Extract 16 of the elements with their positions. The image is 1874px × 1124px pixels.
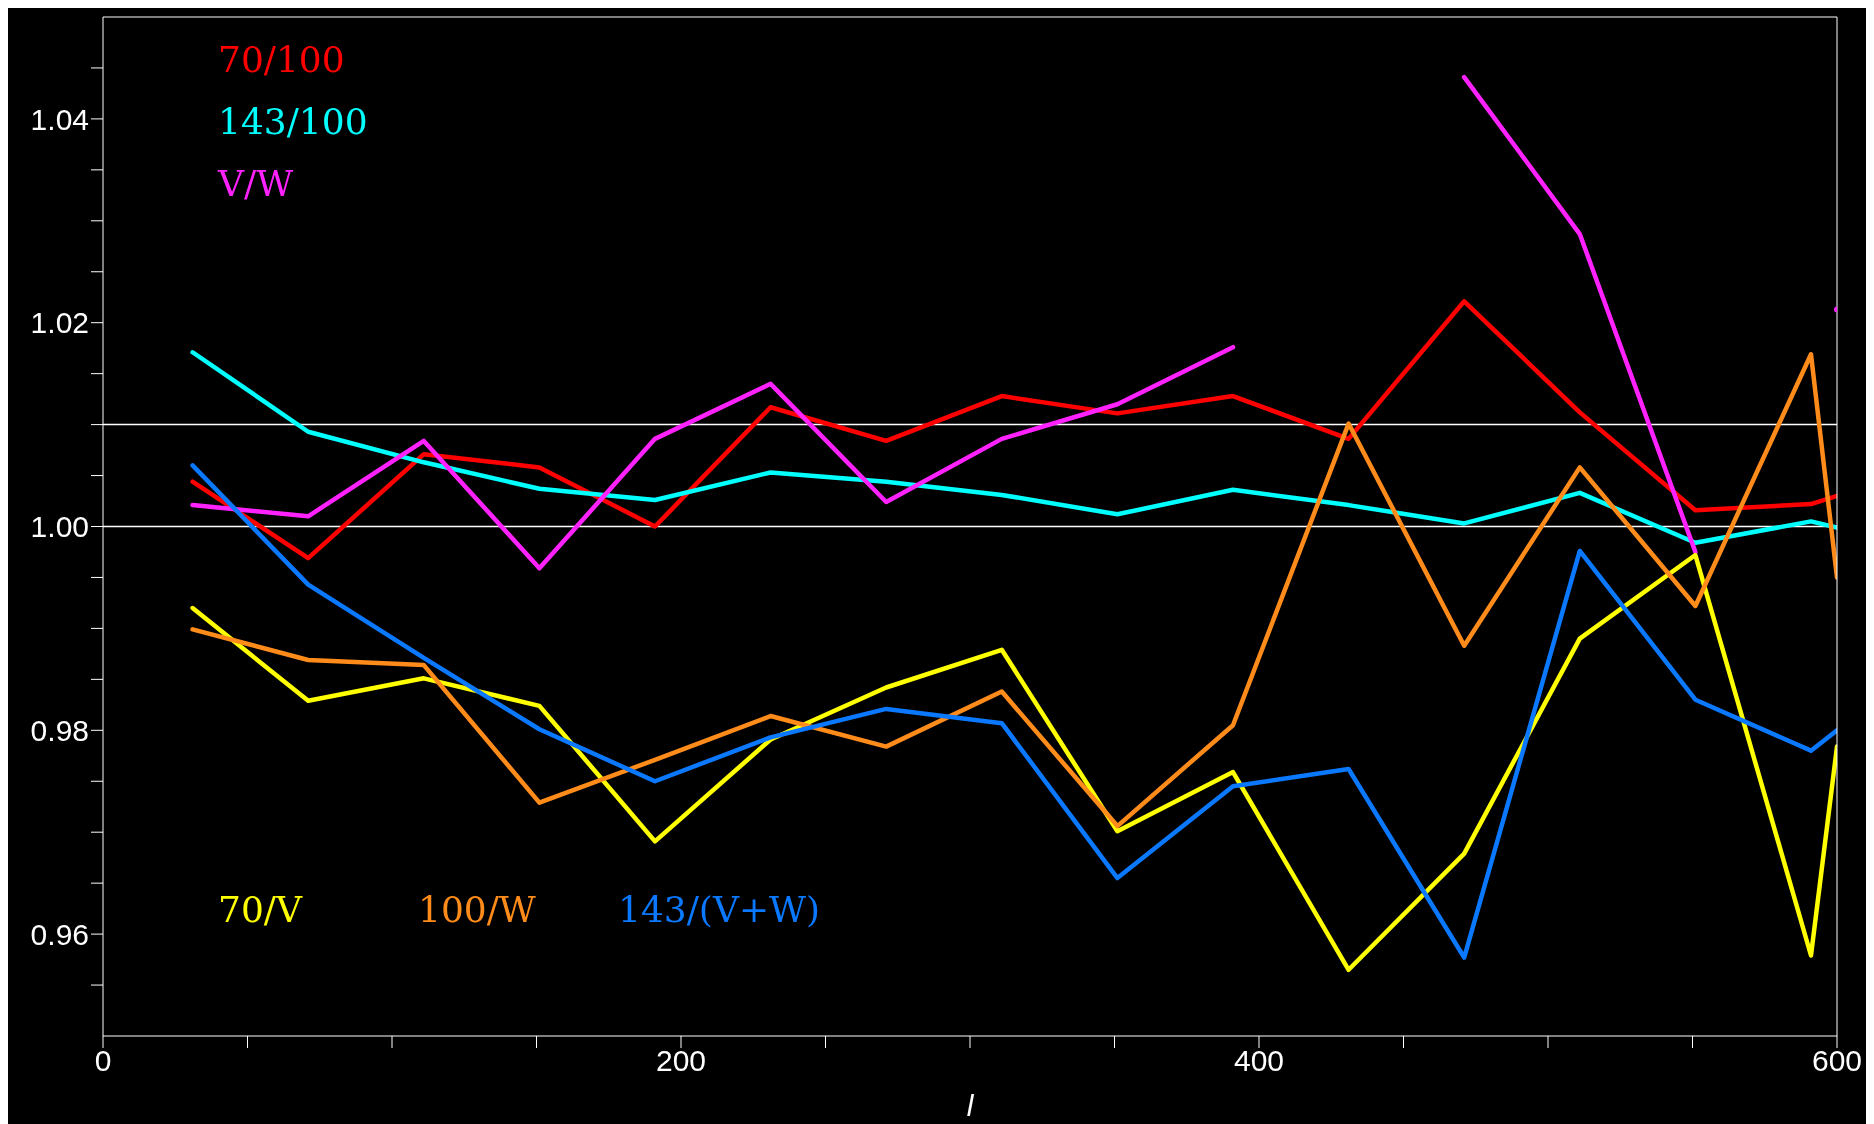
y-tick-label: 1.00 xyxy=(30,510,89,544)
text: 100/W xyxy=(418,888,536,932)
x-tick-label: 600 xyxy=(1811,1044,1863,1078)
y-tick-label: 1.04 xyxy=(30,102,89,136)
x-axis-title: l xyxy=(966,1089,975,1122)
y-tick-label: 1.02 xyxy=(30,306,89,340)
y-tick-label: 0.98 xyxy=(30,713,89,747)
y-tick-label: 0.96 xyxy=(30,917,89,951)
x-tick-label: 0 xyxy=(94,1044,112,1078)
text: 70/V xyxy=(218,888,302,932)
x-tick-label: 200 xyxy=(655,1044,707,1078)
text: 143/100 xyxy=(218,100,368,144)
text: 143/(V+W) xyxy=(618,888,821,932)
x-tick-label: 400 xyxy=(1233,1044,1285,1078)
text: V/W xyxy=(218,162,294,206)
text: 70/100 xyxy=(218,38,345,82)
